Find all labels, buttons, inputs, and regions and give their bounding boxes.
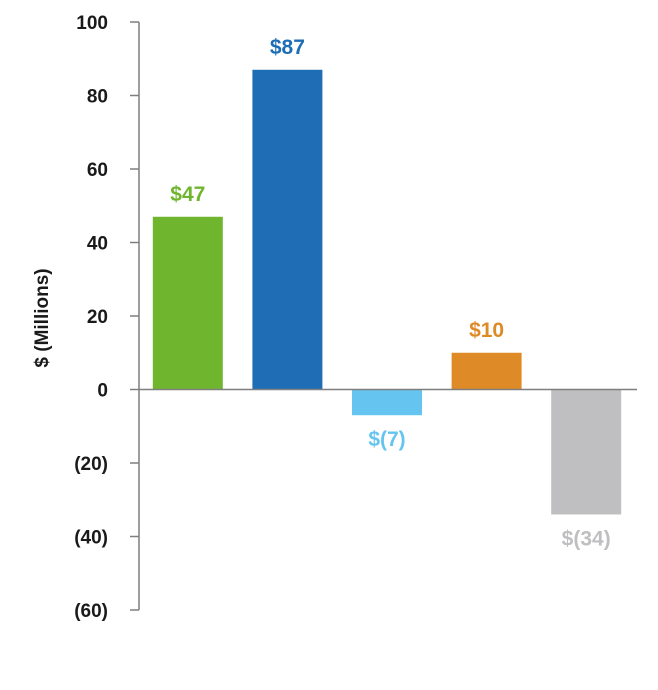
y-axis: 100 80 60 40 20 0 (20) (40) (60) [74,13,140,622]
data-label-3: $(7) [368,428,405,451]
y-tick-label: (40) [74,528,108,549]
y-tick-label: 40 [87,234,108,255]
y-tick-label: 20 [87,307,108,328]
data-label-5: $(34) [562,527,611,550]
data-label-4: $10 [469,319,504,342]
y-axis-title: $ (Millions) [32,268,53,367]
y-tick-label: (20) [74,454,108,475]
data-labels: $47 $87 $(7) $10 $(34) [139,36,637,550]
data-label-2: $87 [270,36,305,59]
bar-1 [152,216,223,390]
bar-4 [451,352,522,390]
bars [152,69,622,515]
data-label-1: $47 [170,183,205,206]
bar-3 [352,389,422,416]
bar-5 [551,389,622,515]
bar-2 [252,69,323,390]
y-tick-label: 0 [97,381,108,402]
y-tick-label: 60 [87,160,108,181]
y-tick-label: (60) [74,601,108,622]
y-tick-label: 100 [76,13,108,34]
y-tick-label: 80 [87,87,108,108]
